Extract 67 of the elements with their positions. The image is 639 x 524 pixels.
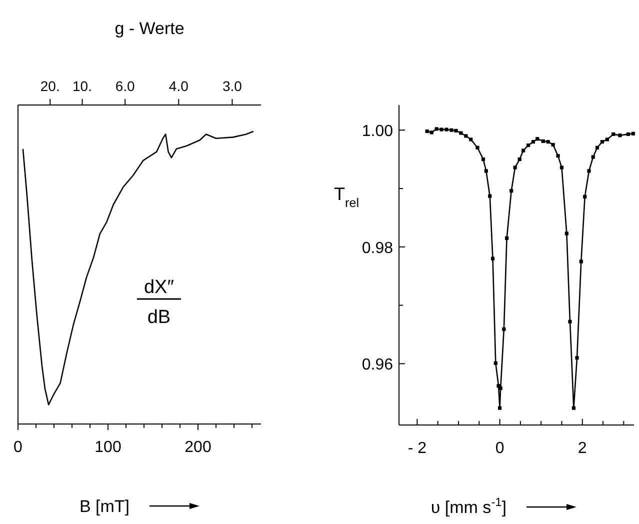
point	[469, 138, 473, 142]
point	[595, 146, 600, 150]
point	[459, 131, 463, 135]
point	[464, 134, 468, 138]
point	[518, 158, 522, 162]
x2-axis-title: g - Werte	[114, 19, 184, 38]
point	[498, 386, 502, 390]
point	[513, 166, 517, 170]
point	[546, 140, 550, 144]
point	[564, 232, 568, 236]
point	[434, 127, 438, 131]
x-tick-label: 200	[184, 439, 212, 456]
y-tick-label: 0.96	[362, 356, 394, 374]
point	[572, 406, 576, 410]
point	[490, 256, 495, 260]
point	[488, 194, 492, 198]
point	[502, 327, 506, 332]
x-tick-label: 0	[495, 440, 504, 457]
point	[526, 143, 530, 148]
point	[568, 320, 572, 324]
point	[618, 134, 622, 138]
point	[454, 128, 458, 132]
point	[476, 146, 480, 150]
point	[575, 356, 579, 360]
point	[481, 158, 486, 162]
point	[551, 142, 555, 147]
point	[612, 132, 616, 136]
x-tick-label: - 2	[408, 440, 427, 457]
point	[504, 236, 509, 240]
point	[531, 140, 536, 144]
annotation: 10.	[72, 78, 92, 94]
point	[626, 132, 630, 136]
point	[579, 260, 583, 264]
point	[494, 361, 498, 365]
point	[560, 166, 564, 170]
annotation: 3.0	[222, 78, 242, 94]
point	[450, 128, 454, 132]
x-tick-label: 0	[14, 439, 23, 456]
point	[510, 189, 514, 193]
x-tick-label: 2	[578, 440, 587, 457]
y-tick-label: 0.98	[362, 240, 394, 257]
point	[600, 140, 604, 144]
point	[430, 130, 434, 134]
point	[591, 155, 595, 159]
annotation: 6.0	[115, 78, 136, 94]
point	[556, 154, 560, 158]
point	[484, 169, 488, 173]
y-axis-title: T$_{rel}$	[334, 184, 359, 210]
point	[444, 128, 448, 132]
point	[583, 194, 587, 198]
point	[631, 132, 635, 136]
annotation: dX″	[144, 277, 174, 298]
x-axis-title: υ [mm s$^{-1}$]	[430, 495, 506, 517]
point	[498, 406, 502, 410]
point	[541, 139, 545, 144]
point	[536, 137, 540, 141]
point	[425, 129, 429, 134]
point	[522, 148, 526, 152]
annotation: 4.0	[168, 78, 189, 94]
annotation: dB	[147, 307, 171, 328]
point	[440, 128, 444, 132]
x-tick-label: 100	[94, 439, 122, 456]
y-tick-label: 1.00	[362, 123, 394, 140]
point	[605, 138, 609, 142]
x-axis-title: B [mT]	[79, 497, 130, 516]
point	[587, 169, 591, 173]
annotation: 20.	[40, 78, 60, 94]
